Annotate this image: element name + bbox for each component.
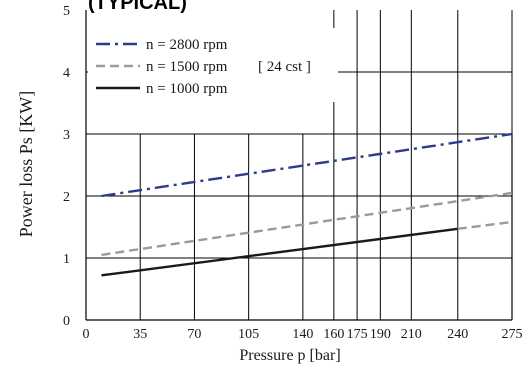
series-line-0 [101,132,513,198]
legend-label-0: n = 2800 rpm [146,37,228,53]
x-tick-label-6: 175 [347,327,368,342]
legend-label-1: n = 1500 rpm [146,59,228,75]
y-tick-label-2: 2 [63,190,70,205]
x-axis-label: Pressure p [bar] [239,347,340,364]
y-tick-label-0: 0 [63,314,70,329]
x-tick-label-9: 240 [447,327,468,342]
y-tick-label-5: 5 [63,4,70,19]
legend-label-2: n = 1000 rpm [146,81,228,97]
x-tick-label-1: 35 [133,327,147,342]
x-tick-label-0: 0 [83,327,90,342]
x-tick-label-2: 70 [187,327,201,342]
series-lines [101,132,513,277]
legend: n = 2800 rpm n = 1500 rpm [ 24 cst ] n = 10… [88,28,338,102]
y-axis-label: Power loss Ps [KW] [16,91,36,238]
x-tick-label-5: 160 [323,327,344,342]
chart-title: (TYPICAL) [88,0,187,14]
legend-annotation: [ 24 cst ] [258,59,311,75]
series-line-3 [457,220,513,231]
series-line-2 [101,227,458,277]
x-tick-label-10: 275 [502,327,522,342]
y-tick-label-3: 3 [63,128,70,143]
x-tick-label-4: 140 [292,327,313,342]
series-line-1 [101,191,513,257]
y-tick-label-1: 1 [63,252,70,267]
x-tick-label-8: 210 [401,327,422,342]
x-tick-label-3: 105 [238,327,259,342]
x-tick-label-7: 190 [370,327,391,342]
tick-labels: 0 35 70 105 140 160 175 190 210 240 275 0 1 2 3 4 5 [63,4,522,342]
plot-frame [85,10,513,321]
y-tick-label-4: 4 [63,66,70,81]
